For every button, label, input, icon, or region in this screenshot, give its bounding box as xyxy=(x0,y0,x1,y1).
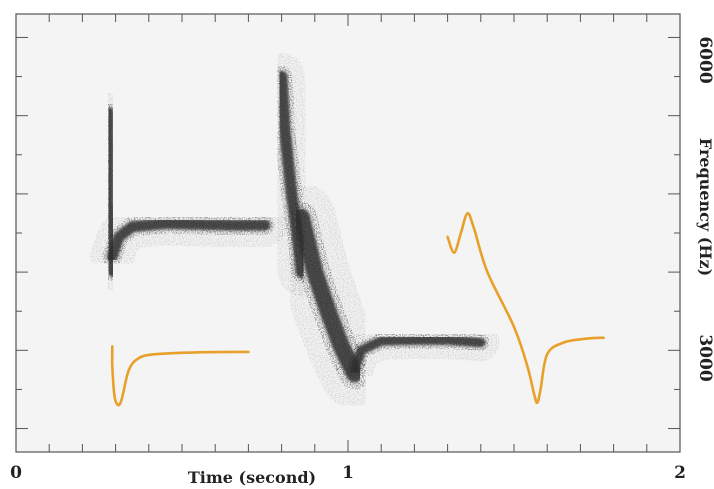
x-tick-label-1: 1 xyxy=(342,463,354,483)
overlay-curves xyxy=(110,212,605,407)
overlay-curve-2 xyxy=(446,212,605,405)
y-tick-label-6000: 6000 xyxy=(695,36,714,83)
spectrogram-ridge-syllable-1-tone xyxy=(106,218,271,262)
x-tick-label-0: 0 xyxy=(10,463,22,483)
y-axis-title: Frequency (Hz) xyxy=(696,138,714,276)
spectrogram-layer xyxy=(90,53,500,409)
x-tick-label-2: 2 xyxy=(674,463,686,483)
spectrogram-ridge-syllable-2-tail xyxy=(349,335,486,375)
y-tick-label-3000: 3000 xyxy=(695,334,714,381)
x-axis-title: Time (second) xyxy=(188,468,316,487)
axis-ticks xyxy=(16,14,680,452)
overlay-curve-1 xyxy=(110,345,250,407)
